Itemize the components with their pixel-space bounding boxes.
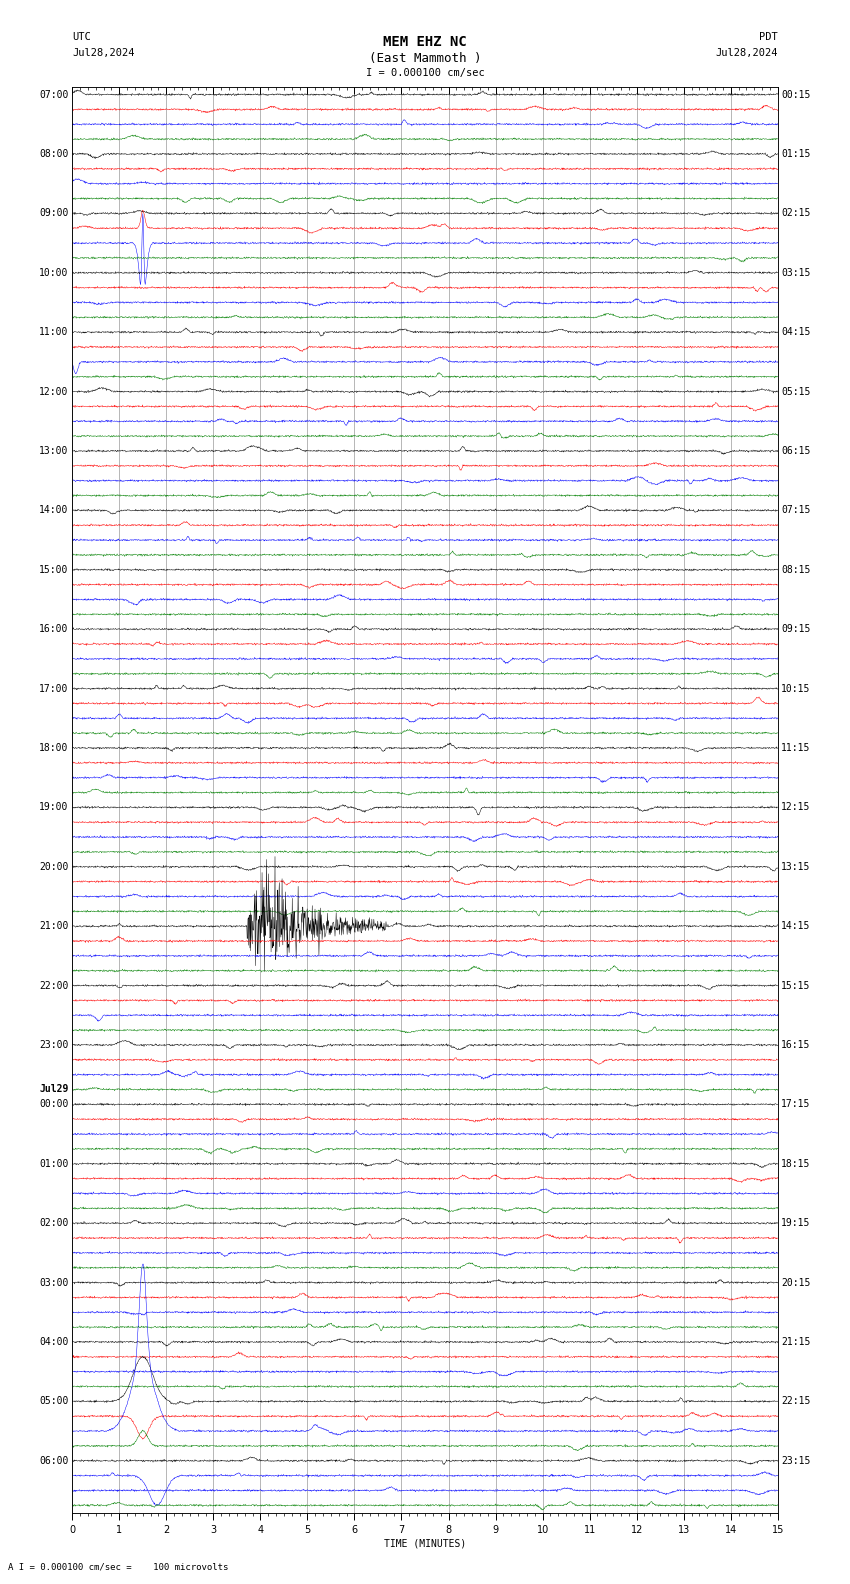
Text: 01:00: 01:00 xyxy=(39,1159,69,1169)
Text: 08:15: 08:15 xyxy=(781,565,811,575)
Text: 16:00: 16:00 xyxy=(39,624,69,634)
Text: 14:15: 14:15 xyxy=(781,922,811,931)
Text: 03:00: 03:00 xyxy=(39,1278,69,1288)
Text: 20:00: 20:00 xyxy=(39,862,69,871)
Text: 09:00: 09:00 xyxy=(39,209,69,219)
X-axis label: TIME (MINUTES): TIME (MINUTES) xyxy=(384,1538,466,1549)
Text: 19:00: 19:00 xyxy=(39,803,69,813)
Text: 01:15: 01:15 xyxy=(781,149,811,158)
Text: 15:15: 15:15 xyxy=(781,980,811,990)
Text: I = 0.000100 cm/sec: I = 0.000100 cm/sec xyxy=(366,68,484,78)
Text: 10:00: 10:00 xyxy=(39,268,69,277)
Text: 02:00: 02:00 xyxy=(39,1218,69,1228)
Text: A I = 0.000100 cm/sec =    100 microvolts: A I = 0.000100 cm/sec = 100 microvolts xyxy=(8,1562,229,1571)
Text: 16:15: 16:15 xyxy=(781,1041,811,1050)
Text: (East Mammoth ): (East Mammoth ) xyxy=(369,52,481,65)
Text: 17:15: 17:15 xyxy=(781,1099,811,1109)
Text: 09:15: 09:15 xyxy=(781,624,811,634)
Text: 22:00: 22:00 xyxy=(39,980,69,990)
Text: 13:15: 13:15 xyxy=(781,862,811,871)
Text: 05:00: 05:00 xyxy=(39,1397,69,1407)
Text: 23:00: 23:00 xyxy=(39,1041,69,1050)
Text: Jul28,2024: Jul28,2024 xyxy=(72,48,135,57)
Text: 05:15: 05:15 xyxy=(781,386,811,396)
Text: 12:15: 12:15 xyxy=(781,803,811,813)
Text: 15:00: 15:00 xyxy=(39,565,69,575)
Text: 21:00: 21:00 xyxy=(39,922,69,931)
Text: 00:15: 00:15 xyxy=(781,90,811,100)
Text: 23:15: 23:15 xyxy=(781,1456,811,1465)
Text: 12:00: 12:00 xyxy=(39,386,69,396)
Text: 13:00: 13:00 xyxy=(39,447,69,456)
Text: 11:00: 11:00 xyxy=(39,328,69,337)
Text: 02:15: 02:15 xyxy=(781,209,811,219)
Text: Jul29: Jul29 xyxy=(39,1085,69,1095)
Text: 03:15: 03:15 xyxy=(781,268,811,277)
Text: 00:00: 00:00 xyxy=(39,1099,69,1109)
Text: 14:00: 14:00 xyxy=(39,505,69,515)
Text: 07:00: 07:00 xyxy=(39,90,69,100)
Text: 06:15: 06:15 xyxy=(781,447,811,456)
Text: PDT: PDT xyxy=(759,32,778,41)
Text: 07:15: 07:15 xyxy=(781,505,811,515)
Text: MEM EHZ NC: MEM EHZ NC xyxy=(383,35,467,49)
Text: 08:00: 08:00 xyxy=(39,149,69,158)
Text: 04:15: 04:15 xyxy=(781,328,811,337)
Text: 04:00: 04:00 xyxy=(39,1337,69,1346)
Text: 18:00: 18:00 xyxy=(39,743,69,752)
Text: Jul28,2024: Jul28,2024 xyxy=(715,48,778,57)
Text: 19:15: 19:15 xyxy=(781,1218,811,1228)
Text: 21:15: 21:15 xyxy=(781,1337,811,1346)
Text: 17:00: 17:00 xyxy=(39,684,69,694)
Text: 20:15: 20:15 xyxy=(781,1278,811,1288)
Text: 18:15: 18:15 xyxy=(781,1159,811,1169)
Text: 11:15: 11:15 xyxy=(781,743,811,752)
Text: UTC: UTC xyxy=(72,32,91,41)
Text: 06:00: 06:00 xyxy=(39,1456,69,1465)
Text: 10:15: 10:15 xyxy=(781,684,811,694)
Text: 22:15: 22:15 xyxy=(781,1397,811,1407)
